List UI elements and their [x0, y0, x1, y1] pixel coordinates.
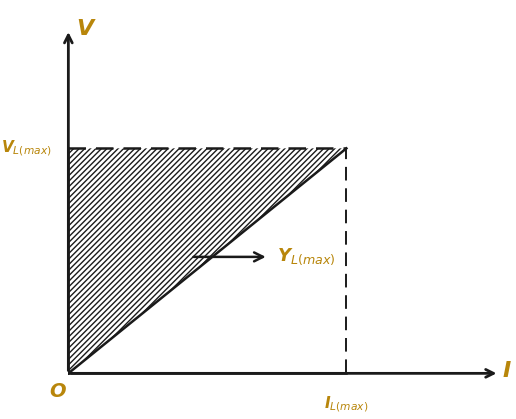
Text: V: V — [77, 19, 94, 39]
Text: I$_{L(max)}$: I$_{L(max)}$ — [324, 395, 368, 414]
Text: O: O — [49, 383, 66, 401]
Text: Y$_{L(max)}$: Y$_{L(max)}$ — [277, 247, 335, 267]
Text: V$_{L(max)}$: V$_{L(max)}$ — [1, 139, 52, 158]
Text: I: I — [502, 361, 510, 381]
